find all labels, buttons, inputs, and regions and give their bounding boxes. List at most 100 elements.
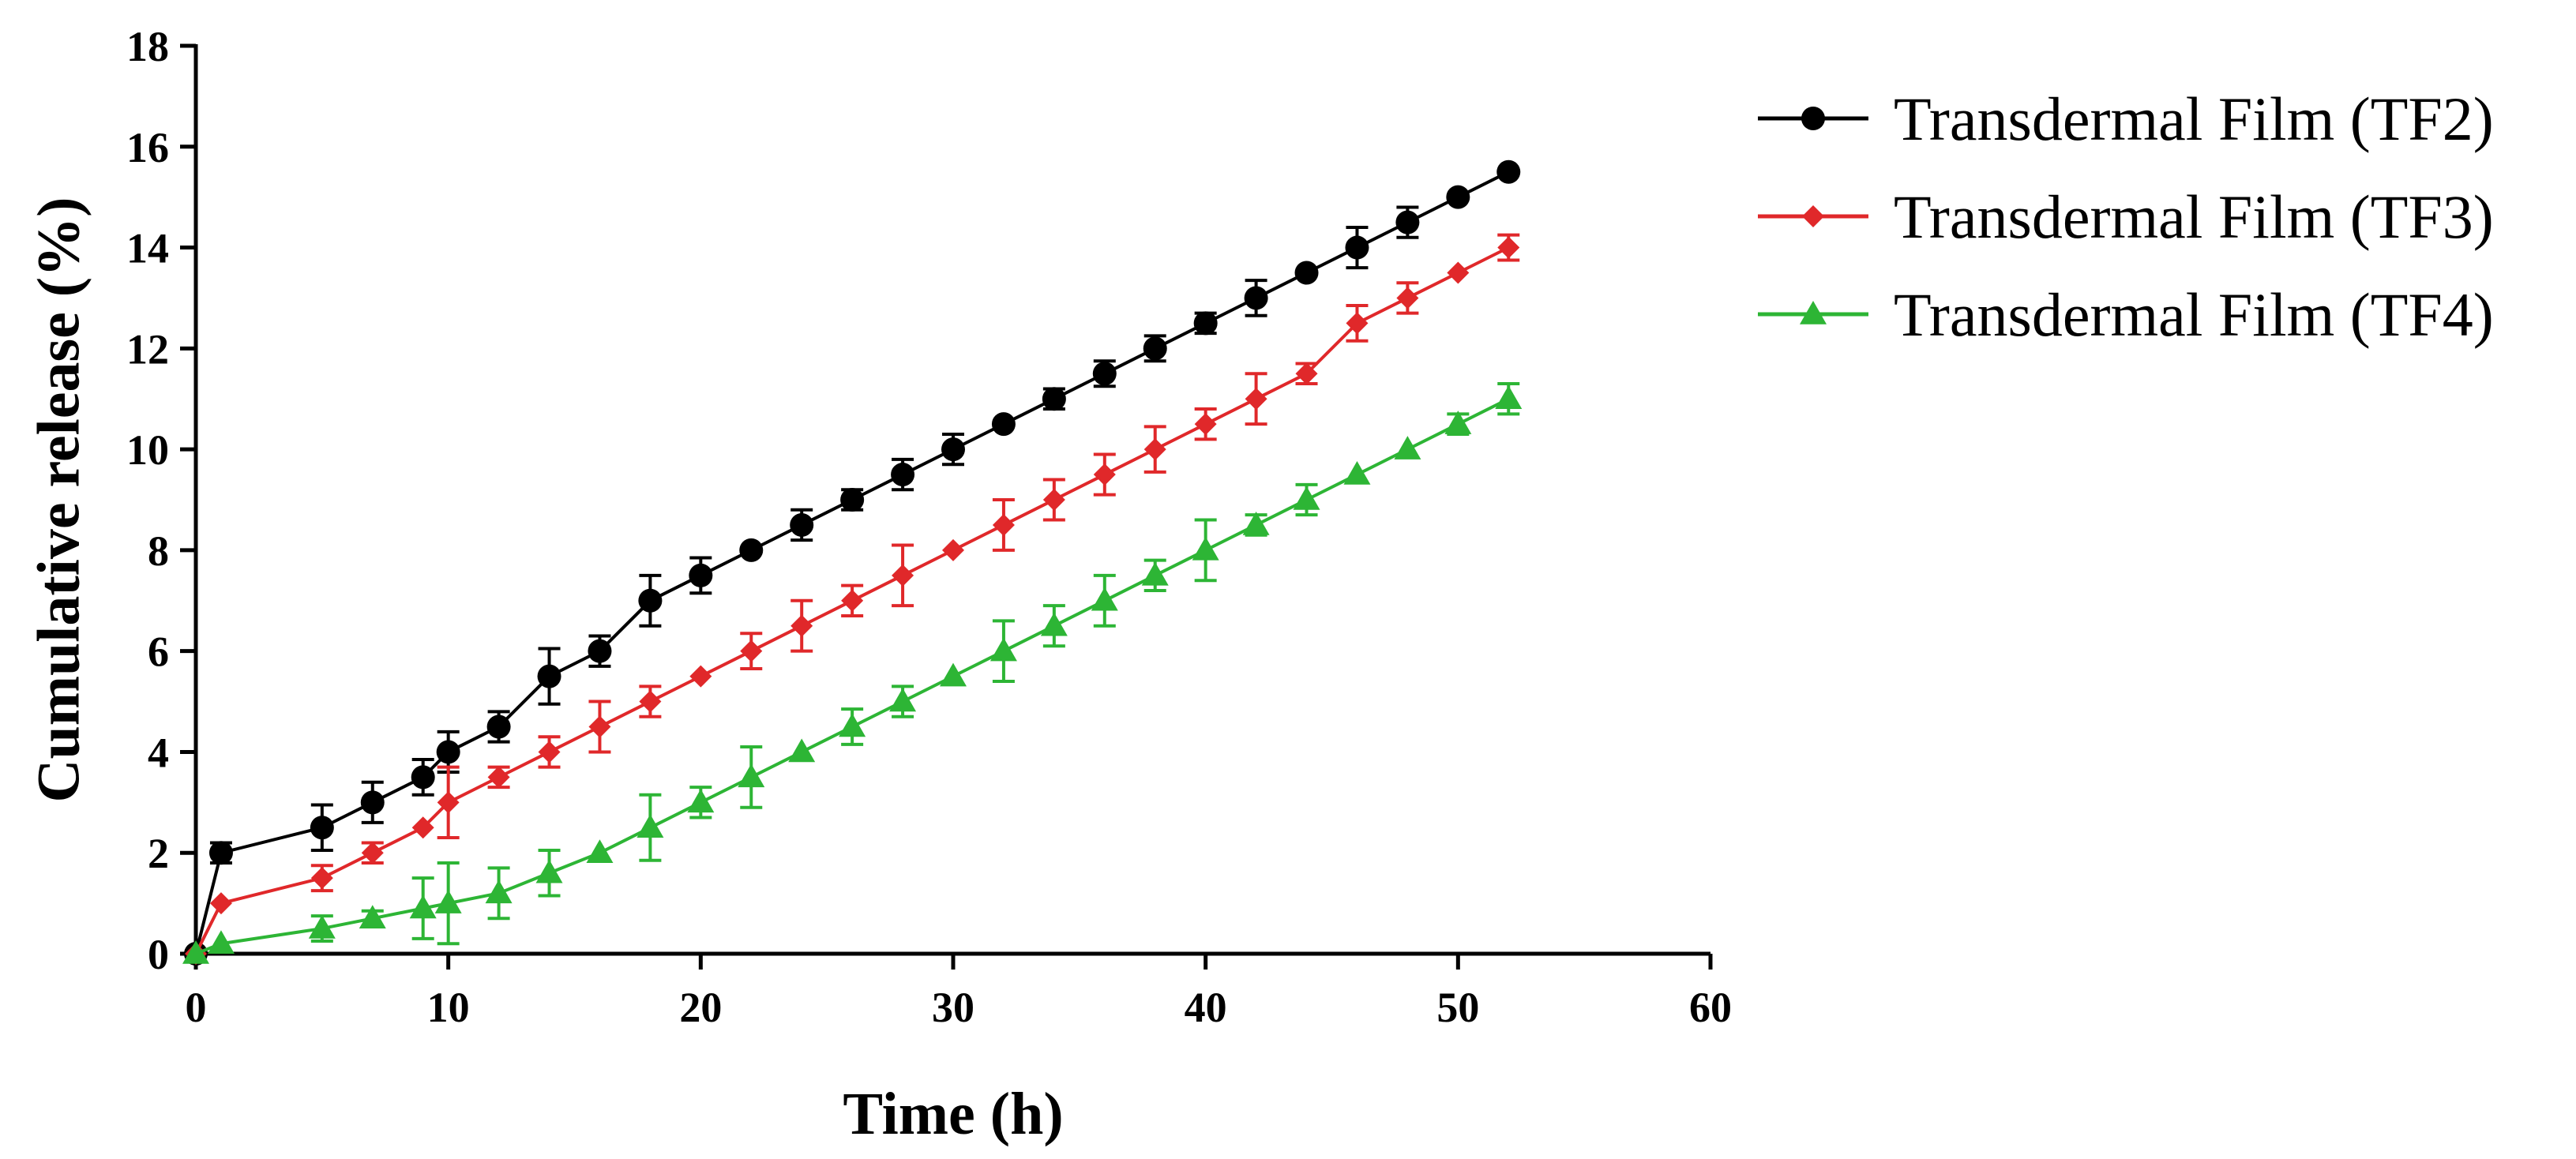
data-point xyxy=(1194,413,1217,436)
data-point xyxy=(992,513,1015,536)
data-point xyxy=(891,463,915,487)
y-tick-label: 18 xyxy=(126,23,169,70)
legend-item-1: Transdermal Film (TF2) xyxy=(1758,84,2494,153)
data-point xyxy=(1447,261,1470,284)
data-point xyxy=(941,437,965,462)
data-point xyxy=(485,880,513,904)
legend-label: Transdermal Film (TF4) xyxy=(1894,280,2494,349)
data-point xyxy=(1446,185,1470,209)
data-point xyxy=(538,741,561,763)
data-point xyxy=(942,538,964,561)
data-point xyxy=(535,859,563,883)
data-point xyxy=(588,715,611,738)
data-point xyxy=(1497,236,1520,259)
data-point xyxy=(1141,561,1169,586)
series-line xyxy=(194,170,1510,955)
data-point xyxy=(841,589,864,612)
y-tick-label: 0 xyxy=(148,931,169,978)
data-point xyxy=(636,814,664,838)
legend-label: Transdermal Film (TF2) xyxy=(1894,84,2494,153)
data-point xyxy=(1091,587,1118,611)
x-axis-title: Time (h) xyxy=(843,1081,1063,1147)
data-point xyxy=(840,488,865,512)
series-3 xyxy=(182,382,1523,964)
data-point xyxy=(1143,336,1167,361)
data-point xyxy=(310,816,334,840)
data-point xyxy=(308,915,336,939)
x-tick-label: 60 xyxy=(1689,984,1732,1031)
data-point xyxy=(209,892,232,915)
y-tick-label: 12 xyxy=(126,325,169,373)
data-point xyxy=(1245,388,1267,411)
data-point xyxy=(790,512,814,537)
data-point xyxy=(687,789,715,813)
data-point xyxy=(940,662,967,687)
data-point xyxy=(689,563,713,587)
data-point xyxy=(1495,385,1523,409)
data-point xyxy=(639,690,662,713)
data-point xyxy=(1394,436,1421,459)
data-point xyxy=(1346,312,1369,335)
x-tick-label: 30 xyxy=(932,984,974,1031)
data-point xyxy=(208,841,233,865)
x-tick-label: 40 xyxy=(1185,984,1227,1031)
data-point xyxy=(586,839,614,863)
legend-item-3: Transdermal Film (TF4) xyxy=(1758,280,2494,349)
series-1 xyxy=(184,159,1521,966)
data-point xyxy=(1092,362,1117,386)
data-point xyxy=(411,816,434,839)
y-tick-label: 14 xyxy=(126,225,169,272)
y-tick-label: 2 xyxy=(148,830,169,877)
data-point xyxy=(486,715,511,739)
data-point xyxy=(1395,210,1420,234)
data-point xyxy=(1193,311,1218,336)
data-point xyxy=(360,790,385,815)
data-point xyxy=(1192,536,1219,561)
data-point xyxy=(1042,387,1066,411)
data-point xyxy=(207,930,235,954)
x-tick-label: 20 xyxy=(679,984,722,1031)
data-point xyxy=(1295,362,1318,385)
x-tick-label: 0 xyxy=(186,984,207,1031)
data-point xyxy=(790,614,813,637)
data-point xyxy=(989,637,1017,662)
series-layer xyxy=(182,159,1523,966)
data-point xyxy=(537,664,561,688)
data-point xyxy=(738,763,765,788)
legend-marker xyxy=(1801,107,1825,130)
axes: 0 2 4 6 8 10 12 14 16 18 0 10 20 30 40 50 60 xyxy=(126,23,1732,1031)
data-point xyxy=(740,640,763,662)
y-tick-label: 10 xyxy=(126,426,169,474)
x-tick-label: 10 xyxy=(427,984,470,1031)
legend-marker xyxy=(1802,205,1824,227)
data-point xyxy=(1242,511,1270,535)
data-point xyxy=(788,738,816,763)
data-point xyxy=(361,842,384,865)
data-point xyxy=(1244,286,1268,310)
data-point xyxy=(1093,463,1116,486)
y-tick-label: 16 xyxy=(126,124,169,171)
y-axis-title: Cumulative release (%) xyxy=(25,197,92,803)
x-tick-label: 50 xyxy=(1436,984,1479,1031)
y-tick-label: 8 xyxy=(148,527,169,575)
data-point xyxy=(1343,461,1371,485)
data-point xyxy=(436,740,460,764)
data-point xyxy=(359,905,386,929)
data-point xyxy=(1042,489,1065,511)
data-point xyxy=(839,713,866,737)
data-point xyxy=(182,940,209,964)
data-point xyxy=(411,765,435,790)
series-2 xyxy=(185,233,1520,965)
data-point xyxy=(1345,235,1369,260)
data-point xyxy=(1396,287,1419,309)
data-point xyxy=(1040,612,1068,636)
data-point xyxy=(437,791,460,814)
data-point xyxy=(1293,486,1320,510)
data-point xyxy=(889,688,917,712)
series-line xyxy=(195,397,1510,955)
data-point xyxy=(1496,159,1521,184)
data-point xyxy=(689,665,712,688)
data-point xyxy=(1294,261,1319,285)
data-point xyxy=(1143,438,1166,461)
